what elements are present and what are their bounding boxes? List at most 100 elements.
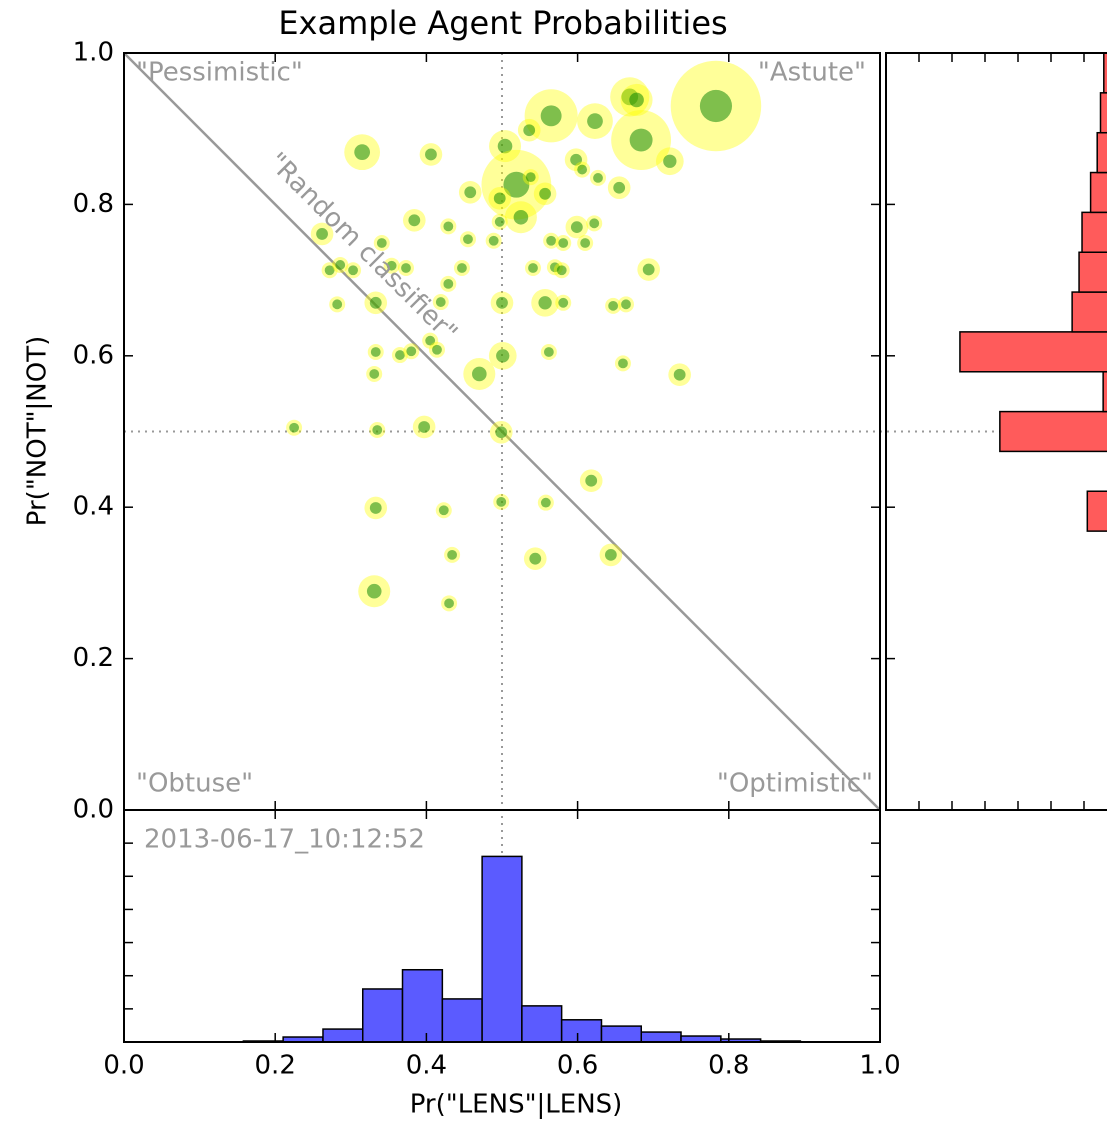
bubble-core	[642, 263, 655, 276]
histogram-bar	[401, 968, 444, 1043]
bubble-core	[316, 228, 328, 240]
bubble-core	[369, 369, 380, 379]
bubble-core	[503, 171, 530, 198]
bubble-core	[543, 347, 554, 357]
bubble-core	[621, 299, 631, 310]
bubble-core	[408, 214, 421, 227]
bubble-core	[447, 549, 458, 560]
bubble-core	[538, 296, 552, 310]
histogram-bar	[1102, 371, 1107, 413]
bubble-core	[435, 297, 446, 307]
histogram-bar	[481, 855, 523, 1043]
bubble-core	[673, 368, 686, 381]
bubble-core	[529, 552, 542, 565]
y-tick-label: 0.6	[73, 340, 114, 370]
histogram-bar	[560, 1019, 603, 1043]
x-tick-label: 1.0	[859, 1051, 900, 1081]
bubble-core	[540, 105, 562, 127]
bubble-core	[613, 181, 626, 194]
bubble-core	[618, 358, 628, 369]
bubble-core	[496, 296, 508, 309]
bubble-core	[496, 349, 510, 363]
bubble-core	[585, 474, 598, 487]
bubble-core	[418, 421, 431, 433]
histogram-bar	[1103, 52, 1107, 94]
bubble-core	[406, 346, 417, 357]
bubble-core	[472, 366, 487, 382]
bubble-core	[629, 92, 644, 108]
corner-label: "Optimistic"	[717, 769, 873, 799]
bubble-core	[443, 278, 454, 289]
bubble-core	[324, 265, 335, 276]
bubble-core	[376, 238, 387, 248]
histogram-bar	[1086, 490, 1107, 532]
plot-frame	[123, 809, 881, 1043]
bubble-core	[699, 89, 733, 123]
histogram-bar	[1078, 251, 1107, 293]
x-tick-label: 0.6	[557, 1051, 598, 1081]
bubble-core	[372, 425, 383, 435]
x-tick-label: 0.0	[103, 1051, 144, 1081]
bubble-core	[528, 263, 538, 273]
histogram-bar	[959, 331, 1107, 373]
timestamp: 2013-06-17_10:12:52	[144, 825, 425, 855]
x-tick-label: 0.4	[406, 1051, 447, 1081]
bubble-core	[348, 265, 358, 276]
bubble-core	[289, 422, 299, 433]
bubble-core	[629, 128, 653, 152]
bubble-core	[354, 144, 371, 161]
histogram-bar	[640, 1031, 682, 1043]
bubble-core	[425, 335, 436, 346]
bubble-core	[570, 221, 583, 234]
bubble-core	[335, 260, 346, 270]
histogram-bar	[1071, 291, 1107, 333]
histogram-bar	[1089, 171, 1107, 214]
bubble-core	[539, 187, 551, 200]
plot-frame	[885, 52, 1107, 811]
y-tick-label: 0.0	[73, 795, 114, 825]
bubble-core	[494, 216, 505, 227]
bubble-core	[457, 263, 467, 273]
chart-title: Example Agent Probabilities	[278, 4, 727, 42]
x-tick-label: 0.8	[708, 1051, 749, 1081]
x-tick-label: 0.2	[255, 1051, 296, 1081]
bubble-core	[577, 164, 588, 175]
bubble-core	[493, 192, 506, 205]
bubble-core	[556, 265, 567, 276]
bubble-core	[525, 172, 536, 183]
bubble-core	[369, 296, 382, 309]
y-tick-label: 0.8	[73, 189, 114, 219]
bubble-core	[497, 138, 513, 154]
y-axis-label: Pr("NOT"|NOT)	[23, 336, 53, 526]
bubble-core	[558, 238, 569, 248]
histogram-bar	[1081, 211, 1107, 253]
histogram-bar	[999, 410, 1107, 453]
bubble-core	[523, 124, 536, 137]
y-tick-label: 0.2	[73, 643, 114, 673]
corner-label: "Pessimistic"	[136, 58, 303, 88]
bubble-core	[663, 154, 677, 168]
bubble-core	[593, 173, 603, 183]
bubble-core	[432, 344, 442, 355]
histogram-bar	[1096, 131, 1107, 174]
bubble-core	[513, 209, 529, 225]
bubble-core	[386, 260, 397, 271]
bubble-core	[369, 502, 382, 514]
histogram-bar	[600, 1025, 643, 1043]
y-tick-label: 0.4	[73, 492, 114, 522]
bubble-core	[464, 186, 477, 199]
bubble-core	[608, 300, 619, 311]
bubble-core	[570, 153, 582, 166]
histogram-bar	[322, 1028, 364, 1043]
x-axis-label: Pr("LENS"|LENS)	[410, 1090, 623, 1120]
bubble-core	[443, 221, 454, 232]
y-tick-label: 1.0	[73, 38, 114, 68]
bubble-core	[587, 113, 603, 129]
bubble-core	[370, 347, 381, 357]
bubble-core	[558, 297, 569, 308]
corner-label: "Obtuse"	[136, 769, 253, 799]
bubble-core	[332, 299, 343, 310]
bubble-core	[496, 497, 507, 507]
histogram-bar	[361, 988, 404, 1043]
